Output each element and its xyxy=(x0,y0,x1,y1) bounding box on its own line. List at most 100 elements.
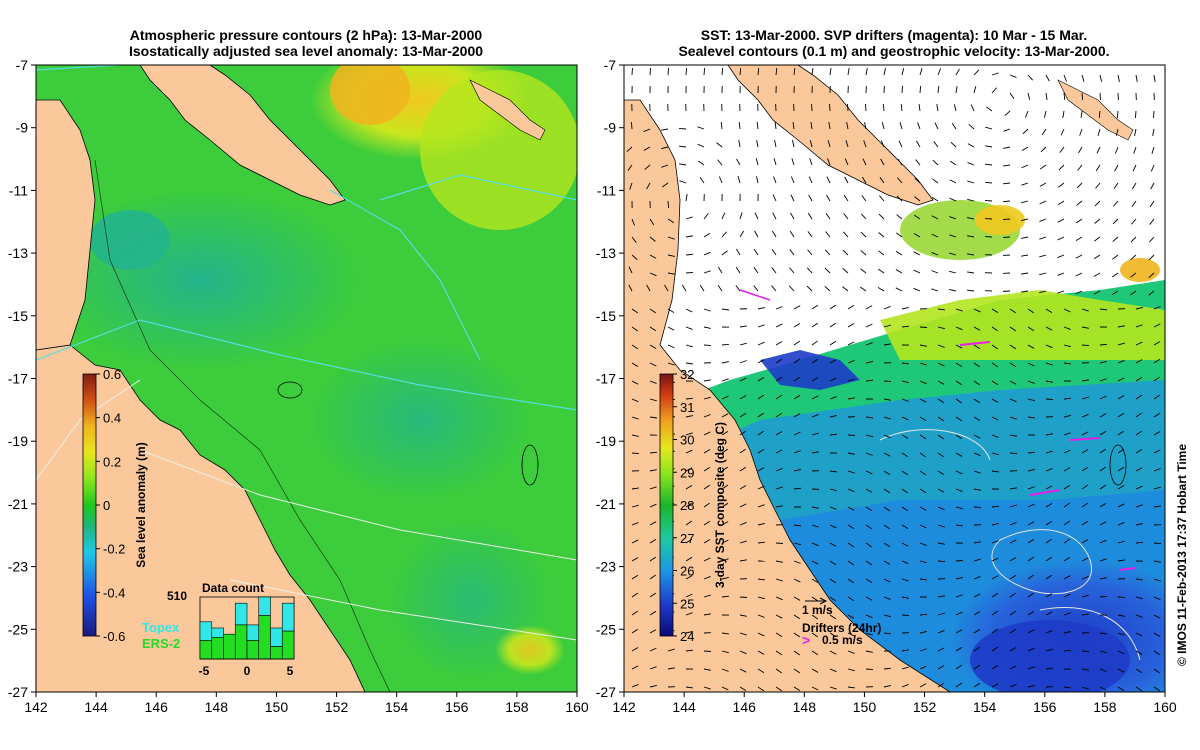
velocity-arrow xyxy=(793,67,796,76)
velocity-arrow xyxy=(739,521,747,526)
velocity-arrow xyxy=(842,286,849,292)
velocity-arrow xyxy=(1045,398,1054,400)
velocity-arrow xyxy=(1063,502,1071,508)
velocity-arrow xyxy=(955,664,963,670)
left-x-tick-label: 148 xyxy=(205,699,229,715)
velocity-arrow xyxy=(1117,430,1125,436)
velocity-arrow xyxy=(685,575,693,580)
velocity-arrow xyxy=(661,128,669,131)
velocity-arrow xyxy=(968,123,975,130)
velocity-arrow xyxy=(1099,632,1107,635)
velocity-arrow xyxy=(1009,74,1017,79)
velocity-arrow xyxy=(1134,110,1137,119)
velocity-arrow xyxy=(901,362,909,365)
inset-bar-topex xyxy=(281,602,295,632)
velocity-arrow xyxy=(757,412,765,418)
velocity-arrow xyxy=(775,668,783,674)
velocity-arrow xyxy=(1130,290,1137,296)
velocity-arrow xyxy=(826,176,831,184)
velocity-arrow xyxy=(1080,110,1083,118)
velocity-arrow xyxy=(847,686,855,689)
velocity-arrow xyxy=(919,452,927,458)
velocity-arrow xyxy=(847,524,855,529)
velocity-arrow xyxy=(1117,342,1125,346)
inset-x-tick-label: -5 xyxy=(199,664,210,678)
velocity-arrow xyxy=(967,253,975,256)
velocity-arrow xyxy=(703,668,711,671)
velocity-arrow xyxy=(860,268,867,274)
velocity-arrow xyxy=(865,452,873,456)
velocity-arrow xyxy=(789,230,795,238)
velocity-arrow xyxy=(1039,254,1047,258)
velocity-arrow xyxy=(973,541,981,544)
velocity-arrow xyxy=(685,344,693,348)
velocity-arrow xyxy=(973,576,981,580)
velocity-arrow xyxy=(809,158,813,166)
velocity-arrow xyxy=(1027,469,1035,472)
velocity-arrow xyxy=(847,323,855,328)
velocity-arrow xyxy=(844,158,849,166)
velocity-arrow xyxy=(757,596,765,600)
velocity-arrow xyxy=(1111,290,1119,296)
velocity-arrow xyxy=(829,560,837,566)
velocity-arrow xyxy=(914,177,921,184)
velocity-arrow xyxy=(703,431,711,436)
velocity-arrow xyxy=(919,85,922,94)
right-x-tick-label: 160 xyxy=(1153,699,1177,715)
velocity-arrow xyxy=(829,488,837,492)
velocity-arrow xyxy=(898,140,903,148)
velocity-arrow xyxy=(973,593,981,598)
velocity-arrow xyxy=(1130,254,1137,260)
velocity-arrow xyxy=(1117,360,1125,364)
velocity-arrow xyxy=(967,198,975,202)
velocity-arrow xyxy=(1099,308,1107,311)
velocity-arrow xyxy=(685,593,693,598)
velocity-arrow xyxy=(1153,74,1156,82)
velocity-arrow xyxy=(879,177,885,184)
velocity-arrow xyxy=(1135,324,1143,328)
velocity-arrow xyxy=(738,121,741,130)
velocity-arrow xyxy=(775,412,783,418)
velocity-arrow xyxy=(883,324,891,328)
velocity-arrow xyxy=(1081,431,1089,436)
velocity-arrow xyxy=(1099,502,1107,508)
sst-colorbar-tick-label: 32 xyxy=(680,367,694,382)
velocity-arrow xyxy=(775,67,778,76)
velocity-arrow xyxy=(1045,344,1053,349)
velocity-arrow xyxy=(1022,128,1029,135)
velocity-arrow xyxy=(1099,595,1108,598)
velocity-arrow xyxy=(883,488,891,494)
velocity-arrow xyxy=(1058,182,1065,188)
inset-bar-ers2 xyxy=(246,640,260,660)
velocity-arrow xyxy=(991,326,999,332)
sla-colorbar-tick-label: 0.4 xyxy=(103,411,121,426)
geostrophic-velocity-arrows xyxy=(626,67,1162,692)
velocity-arrow xyxy=(772,194,777,202)
velocity-arrow xyxy=(721,67,724,76)
velocity-arrow xyxy=(757,394,765,400)
velocity-arrow xyxy=(883,452,891,457)
velocity-arrow xyxy=(703,466,711,472)
velocity-arrow xyxy=(1093,290,1101,295)
velocity-arrow xyxy=(937,398,945,404)
velocity-arrow xyxy=(829,668,837,673)
velocity-arrow xyxy=(631,452,640,455)
velocity-arrow xyxy=(697,143,705,148)
velocity-arrow xyxy=(703,557,711,562)
velocity-arrow xyxy=(661,164,669,168)
velocity-arrow xyxy=(1027,610,1035,616)
right-x-tick-label: 148 xyxy=(793,699,817,715)
velocity-arrow xyxy=(774,140,777,148)
velocity-arrow xyxy=(1094,200,1101,207)
velocity-arrow xyxy=(1117,485,1125,490)
velocity-arrow xyxy=(649,486,657,490)
velocity-arrow xyxy=(896,232,903,238)
velocity-arrow xyxy=(685,235,693,238)
velocity-arrow xyxy=(721,231,727,238)
velocity-arrow xyxy=(793,542,801,546)
velocity-arrow xyxy=(1081,686,1089,690)
velocity-arrow xyxy=(991,87,997,94)
velocity-arrow xyxy=(1135,394,1143,400)
velocity-arrow xyxy=(937,524,945,528)
velocity-arrow xyxy=(1063,432,1071,436)
